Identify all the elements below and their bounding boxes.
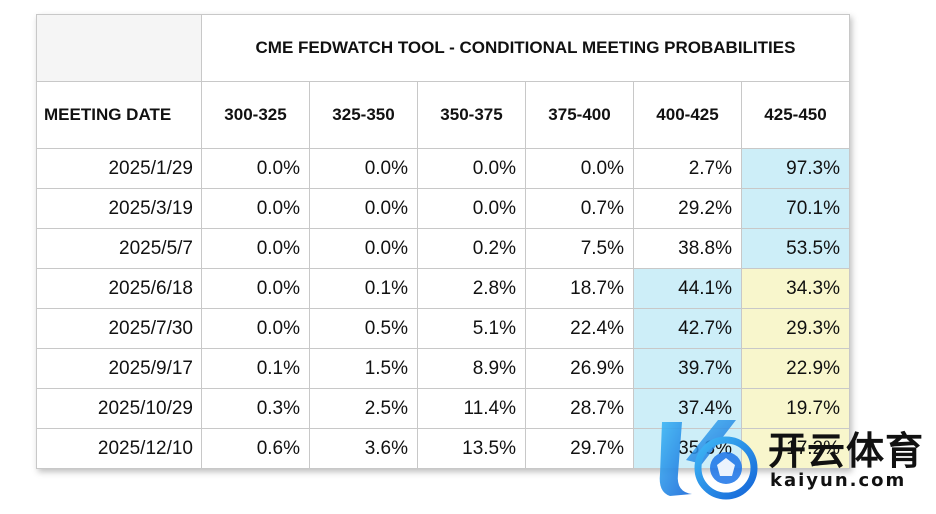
column-header: 300-325 [201, 81, 310, 149]
probability-cell: 0.0% [309, 188, 418, 229]
column-header: 400-425 [633, 81, 742, 149]
watermark-domain-text: kaiyun.com [770, 470, 907, 491]
probability-cell: 26.9% [525, 348, 634, 389]
probability-cell: 0.6% [201, 428, 310, 469]
corner-cell [36, 14, 202, 82]
probability-cell: 0.0% [201, 228, 310, 269]
meeting-date-cell: 2025/9/17 [36, 348, 202, 389]
probability-table-container: CME FEDWATCH TOOL - CONDITIONAL MEETING … [36, 14, 850, 469]
meeting-date-cell: 2025/5/7 [36, 228, 202, 269]
probability-cell: 0.0% [417, 148, 526, 189]
probability-cell: 0.1% [309, 268, 418, 309]
column-header: 425-450 [741, 81, 850, 149]
probability-cell: 39.7% [633, 348, 742, 389]
probability-cell: 0.3% [201, 388, 310, 429]
column-header-row: MEETING DATE 300-325 325-350 350-375 375… [36, 81, 850, 149]
fedwatch-table: CME FEDWATCH TOOL - CONDITIONAL MEETING … [36, 14, 850, 469]
probability-cell: 44.1% [633, 268, 742, 309]
probability-cell: 42.7% [633, 308, 742, 349]
probability-cell: 22.4% [525, 308, 634, 349]
probability-cell: 34.3% [741, 268, 850, 309]
title-row: CME FEDWATCH TOOL - CONDITIONAL MEETING … [36, 14, 850, 82]
column-header: 375-400 [525, 81, 634, 149]
table-row: 2025/3/19 0.0% 0.0% 0.0% 0.7% 29.2% 70.1… [36, 188, 850, 229]
probability-cell: 2.7% [633, 148, 742, 189]
probability-cell: 0.0% [309, 148, 418, 189]
meeting-date-header: MEETING DATE [36, 81, 202, 149]
probability-cell: 0.0% [201, 308, 310, 349]
probability-cell: 35.3% [633, 428, 742, 469]
probability-cell: 22.9% [741, 348, 850, 389]
probability-cell: 2.8% [417, 268, 526, 309]
meeting-date-cell: 2025/10/29 [36, 388, 202, 429]
probability-cell: 17.2% [741, 428, 850, 469]
probability-cell: 0.7% [525, 188, 634, 229]
table-row: 2025/1/29 0.0% 0.0% 0.0% 0.0% 2.7% 97.3% [36, 148, 850, 189]
meeting-date-cell: 2025/6/18 [36, 268, 202, 309]
probability-cell: 97.3% [741, 148, 850, 189]
probability-cell: 2.5% [309, 388, 418, 429]
probability-cell: 0.0% [309, 228, 418, 269]
meeting-date-cell: 2025/1/29 [36, 148, 202, 189]
table-title: CME FEDWATCH TOOL - CONDITIONAL MEETING … [201, 14, 850, 82]
table-row: 2025/7/30 0.0% 0.5% 5.1% 22.4% 42.7% 29.… [36, 308, 850, 349]
probability-cell: 38.8% [633, 228, 742, 269]
probability-cell: 0.0% [201, 268, 310, 309]
meeting-date-cell: 2025/12/10 [36, 428, 202, 469]
table-body: 2025/1/29 0.0% 0.0% 0.0% 0.0% 2.7% 97.3%… [36, 148, 850, 469]
probability-cell: 53.5% [741, 228, 850, 269]
probability-cell: 0.2% [417, 228, 526, 269]
probability-cell: 8.9% [417, 348, 526, 389]
column-header: 350-375 [417, 81, 526, 149]
probability-cell: 0.0% [201, 148, 310, 189]
table-row: 2025/12/10 0.6% 3.6% 13.5% 29.7% 35.3% 1… [36, 428, 850, 469]
table-row: 2025/6/18 0.0% 0.1% 2.8% 18.7% 44.1% 34.… [36, 268, 850, 309]
table-row: 2025/9/17 0.1% 1.5% 8.9% 26.9% 39.7% 22.… [36, 348, 850, 389]
probability-cell: 29.2% [633, 188, 742, 229]
probability-cell: 19.7% [741, 388, 850, 429]
probability-cell: 18.7% [525, 268, 634, 309]
probability-cell: 13.5% [417, 428, 526, 469]
probability-cell: 0.0% [201, 188, 310, 229]
probability-cell: 29.7% [525, 428, 634, 469]
probability-cell: 0.1% [201, 348, 310, 389]
meeting-date-cell: 2025/3/19 [36, 188, 202, 229]
probability-cell: 11.4% [417, 388, 526, 429]
probability-cell: 37.4% [633, 388, 742, 429]
probability-cell: 7.5% [525, 228, 634, 269]
column-header: 325-350 [309, 81, 418, 149]
table-row: 2025/5/7 0.0% 0.0% 0.2% 7.5% 38.8% 53.5% [36, 228, 850, 269]
probability-cell: 0.0% [417, 188, 526, 229]
probability-cell: 28.7% [525, 388, 634, 429]
probability-cell: 0.0% [525, 148, 634, 189]
probability-cell: 1.5% [309, 348, 418, 389]
probability-cell: 29.3% [741, 308, 850, 349]
probability-cell: 5.1% [417, 308, 526, 349]
probability-cell: 0.5% [309, 308, 418, 349]
probability-cell: 3.6% [309, 428, 418, 469]
table-row: 2025/10/29 0.3% 2.5% 11.4% 28.7% 37.4% 1… [36, 388, 850, 429]
meeting-date-cell: 2025/7/30 [36, 308, 202, 349]
probability-cell: 70.1% [741, 188, 850, 229]
